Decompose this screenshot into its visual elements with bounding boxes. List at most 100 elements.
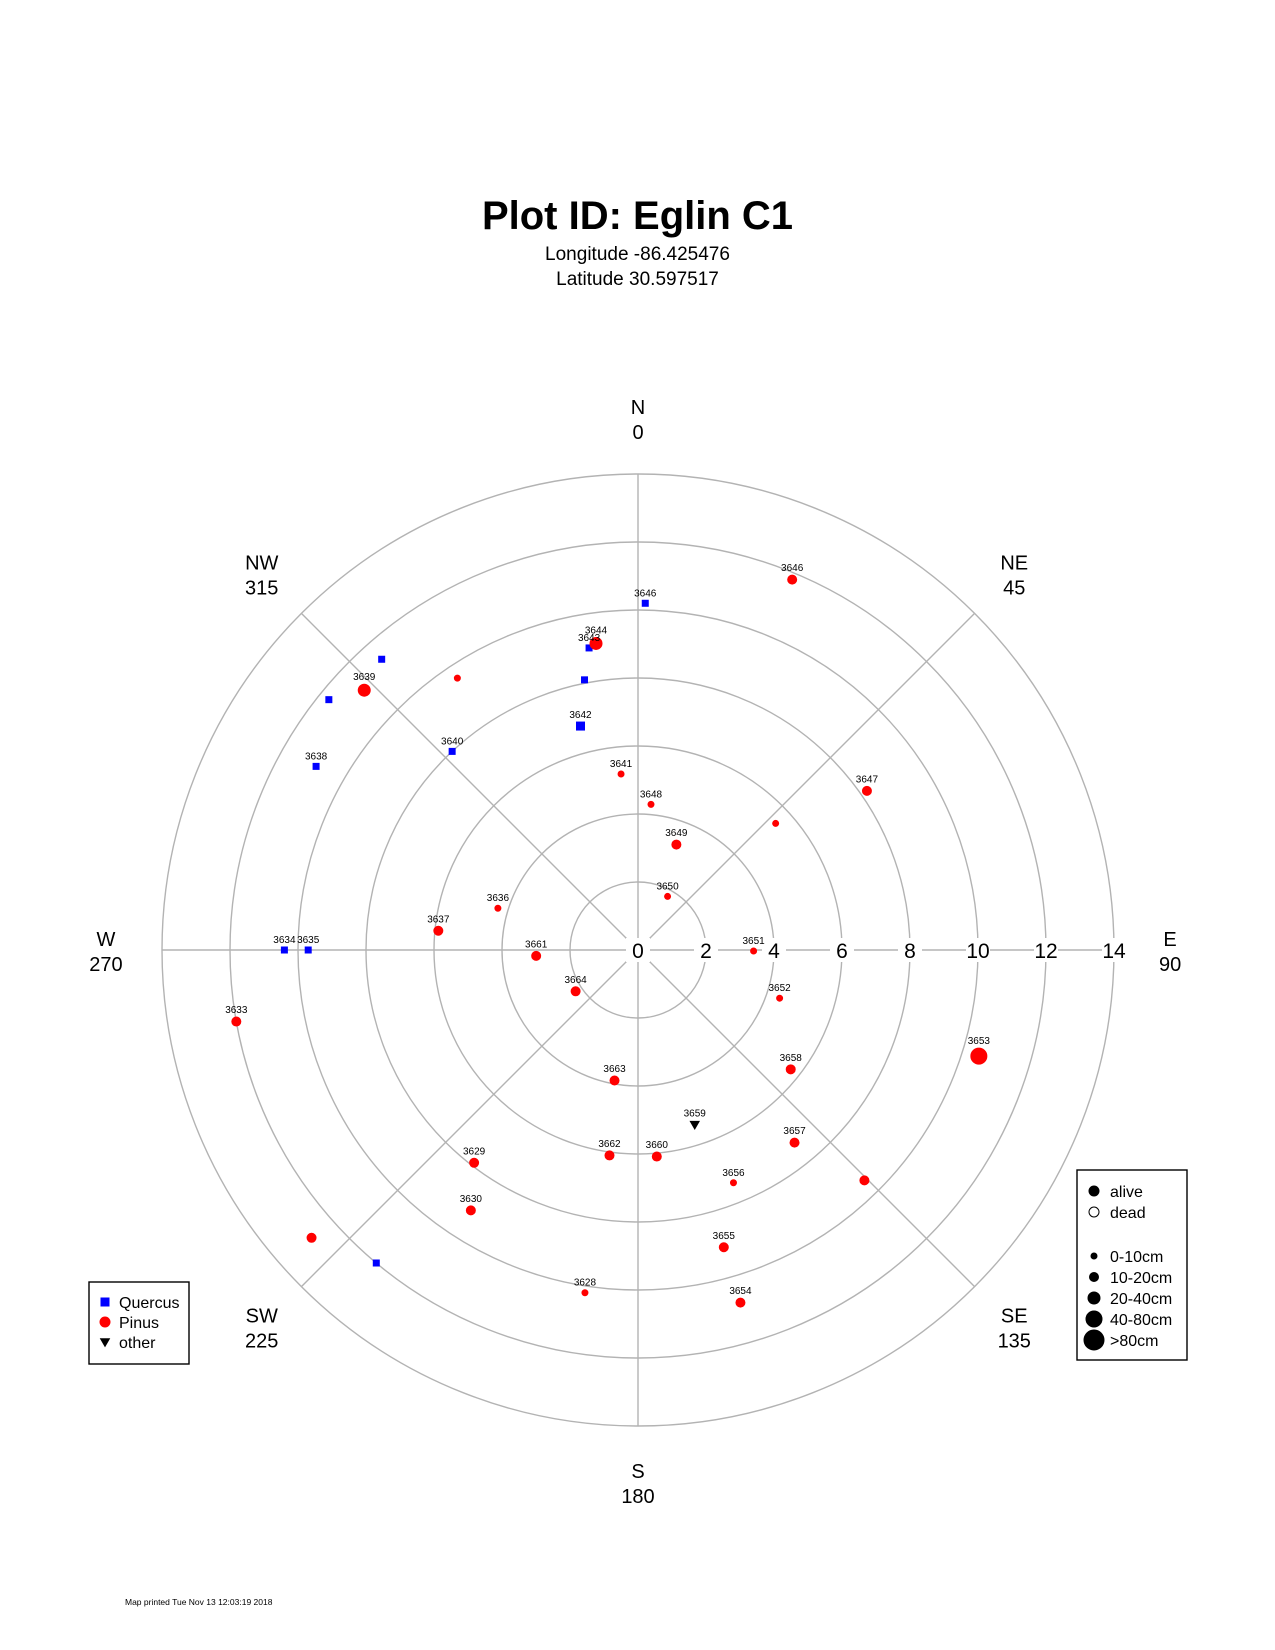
tree-id-label: 3663	[603, 1064, 626, 1075]
tree-marker	[531, 950, 542, 961]
tick-label-bg	[966, 938, 990, 962]
tree-marker	[861, 785, 872, 796]
tree-marker	[312, 762, 320, 770]
tree-marker	[304, 946, 312, 954]
species-legend-label: Pinus	[119, 1315, 159, 1332]
tree-id-label: 3642	[569, 710, 592, 721]
tree-marker	[718, 1242, 729, 1253]
tree-marker	[664, 892, 672, 900]
tree-marker	[776, 994, 784, 1002]
tree-id-label: 3640	[441, 736, 464, 747]
status-legend-label: alive	[1110, 1184, 1143, 1201]
tree-marker	[647, 800, 655, 808]
tree-id-label: 3639	[353, 672, 376, 683]
tree-marker	[641, 599, 649, 607]
tree-marker	[735, 1297, 746, 1308]
tree-marker	[465, 1205, 476, 1216]
latitude-label: Latitude 30.597517	[556, 269, 719, 290]
tree-id-label: 3654	[729, 1286, 752, 1297]
tree-marker	[306, 1232, 317, 1243]
tick-label-bg	[830, 938, 854, 962]
plot-title: Plot ID: Eglin C1	[481, 194, 794, 238]
tree-marker	[372, 1259, 380, 1267]
direction-label: N	[631, 397, 645, 419]
tree-marker	[617, 770, 625, 778]
tree-marker	[789, 1137, 800, 1148]
tree-marker	[469, 1157, 480, 1168]
tree-marker	[604, 1150, 615, 1161]
tree-id-label: 3653	[968, 1036, 991, 1047]
radial-tick-label: 4	[768, 940, 780, 963]
size-legend-symbol	[1089, 1272, 1099, 1282]
tree-id-label: 3652	[768, 983, 791, 994]
tree-marker	[453, 674, 461, 682]
tree-id-label: 3648	[640, 789, 663, 800]
size-legend-label: >80cm	[1110, 1333, 1158, 1350]
radial-tick-label: 8	[904, 940, 916, 963]
species-legend-symbol	[99, 1338, 111, 1348]
direction-label: SW	[246, 1305, 278, 1327]
direction-azimuth: 180	[621, 1486, 654, 1508]
size-legend-label: 40-80cm	[1110, 1312, 1172, 1329]
direction-label: E	[1163, 929, 1176, 951]
radial-tick-label: 12	[1034, 940, 1057, 963]
longitude-label: Longitude -86.425476	[545, 244, 730, 265]
tree-marker	[357, 683, 371, 697]
species-legend-label: other	[119, 1335, 156, 1352]
tree-marker	[494, 904, 502, 912]
direction-label: NW	[245, 553, 278, 575]
tree-marker	[729, 1179, 737, 1187]
tree-marker	[448, 747, 456, 755]
tree-id-label: 3628	[574, 1278, 597, 1289]
direction-azimuth: 270	[89, 954, 122, 976]
direction-label: W	[96, 929, 115, 951]
size-legend-label: 10-20cm	[1110, 1270, 1172, 1287]
tick-label-bg	[626, 938, 650, 962]
radial-tick-label: 14	[1102, 940, 1126, 963]
tick-label-bg	[1034, 938, 1058, 962]
status-size-legend: alive dead 0-10cm 10-20cm 20-40cm 40-80cm >80c…	[1076, 1169, 1188, 1361]
tree-marker	[750, 947, 758, 955]
tree-marker	[787, 574, 798, 585]
species-legend-label: Quercus	[119, 1295, 179, 1312]
tick-label-bg	[898, 938, 922, 962]
tree-marker	[589, 636, 603, 650]
grid-spoke	[637, 612, 976, 951]
tree-marker	[231, 1016, 242, 1027]
size-legend-symbol	[1085, 1310, 1103, 1328]
tree-id-label: 3644	[585, 625, 608, 636]
tree-id-label: 3641	[610, 759, 633, 770]
direction-azimuth: 135	[998, 1330, 1031, 1352]
size-legend-symbol	[1087, 1291, 1101, 1305]
radial-tick-labels: 0 2 4 6 8 10 12 14	[626, 938, 1126, 963]
radial-tick-label: 2	[700, 940, 712, 963]
species-legend: Quercus Pinus other	[88, 1281, 190, 1365]
tree-id-label: 3643	[578, 633, 601, 644]
tree-id-label: 3650	[656, 881, 679, 892]
tree-marker	[576, 721, 586, 731]
radial-tick-label: 6	[836, 940, 848, 963]
direction-azimuth: 45	[1003, 578, 1025, 600]
tree-marker	[651, 1151, 662, 1162]
tree-id-label: 3660	[646, 1140, 669, 1151]
grid-spoke	[300, 612, 639, 951]
tree-id-label: 3647	[856, 774, 879, 785]
tree-marker	[970, 1047, 988, 1065]
title-block: Plot ID: Eglin C1 Longitude -86.425476 L…	[0, 190, 1275, 292]
tree-id-label: 3651	[742, 936, 765, 947]
radial-tick-label: 0	[632, 940, 644, 963]
tick-label-bg	[1102, 938, 1126, 962]
tree-marker	[859, 1175, 870, 1186]
tree-id-label: 3629	[463, 1146, 486, 1157]
tree-marker	[785, 1064, 796, 1075]
status-legend-symbol	[1088, 1206, 1100, 1218]
tree-id-label: 3635	[297, 935, 320, 946]
status-legend-label: dead	[1110, 1205, 1146, 1222]
tick-label-bg	[762, 938, 786, 962]
tree-id-label: 3656	[722, 1168, 745, 1179]
size-legend-label: 0-10cm	[1110, 1249, 1163, 1266]
tree-id-label: 3636	[487, 893, 510, 904]
tree-marker	[772, 819, 780, 827]
direction-labels: N 0 NE 45 E 90 SE 135 S 180 SW 225 W 270 NW 315	[89, 397, 1181, 1508]
direction-azimuth: 315	[245, 578, 278, 600]
